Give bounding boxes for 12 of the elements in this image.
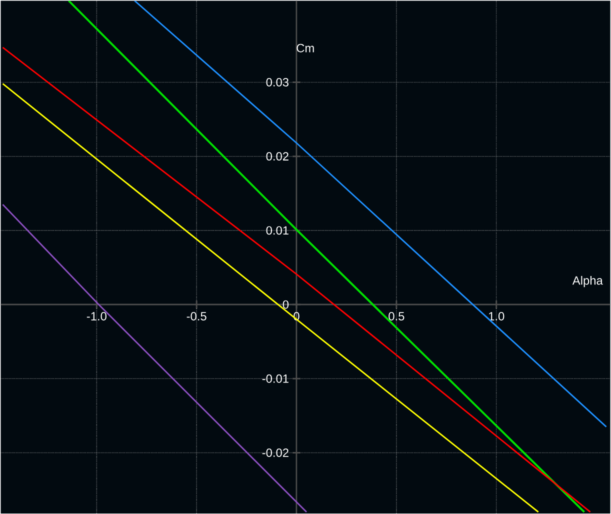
y-tick-label: 0 [282,300,289,309]
x-tick-label: 0.5 [388,312,404,320]
x-tick-label: -0.5 [186,312,206,320]
y-tick-label: 0.03 [266,78,288,86]
y-tick-label: 0.01 [266,226,288,235]
y-tick-label: -0.01 [262,374,288,383]
y-axis-title: Cm [296,44,314,52]
x-tick-label: 1.0 [488,312,504,320]
y-tick-label: 0.02 [266,152,288,160]
x-tick-label: -1.0 [86,312,106,320]
y-tick-label: -0.02 [262,448,288,457]
x-axis-title: Alpha [572,276,603,287]
